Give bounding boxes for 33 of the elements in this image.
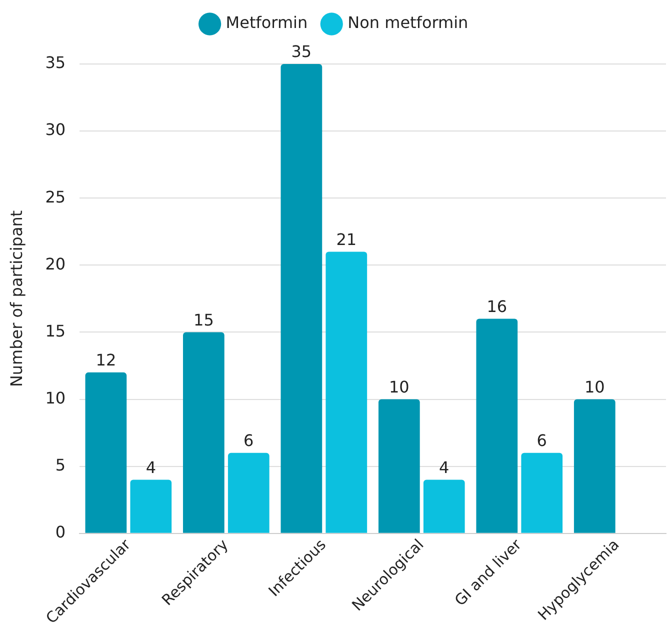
y-tick-label: 10 [45,388,66,408]
y-tick-label: 25 [45,187,66,206]
y-tick-label: 35 [45,53,66,72]
data-label: 10 [388,377,410,396]
bar [574,399,616,533]
y-tick-label: 15 [45,321,66,340]
bar [85,372,127,533]
bar [130,480,172,533]
y-tick-label: 5 [55,455,66,474]
data-label: 35 [291,42,312,62]
bar [521,452,563,533]
data-label: 6 [536,431,547,450]
y-tick-label: 30 [45,120,66,140]
bar [476,318,518,533]
data-label: 16 [486,296,508,316]
legend-label: Non metformin [348,13,468,32]
data-label: 21 [336,230,357,249]
legend-label: Metformin [226,13,308,32]
data-label: 10 [584,377,605,396]
data-label: 4 [146,458,156,477]
data-label: 6 [244,431,254,450]
bar [280,64,322,533]
y-tick-label: 20 [45,254,66,274]
bar [326,252,368,533]
y-axis-title: Number of participant [6,210,26,388]
bar [423,480,465,533]
bar [378,399,420,533]
y-tick-label: 0 [55,522,66,542]
data-label: 15 [194,310,214,330]
bar [183,332,224,533]
bar [228,452,270,533]
data-label: 4 [439,458,450,477]
data-label: 12 [96,350,116,370]
